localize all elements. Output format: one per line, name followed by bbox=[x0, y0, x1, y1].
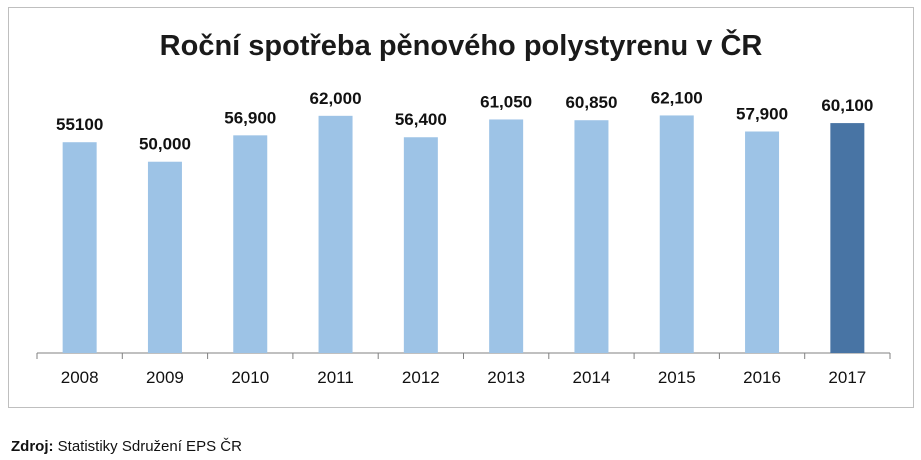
data-label-2011: 62,000 bbox=[310, 89, 362, 108]
bar-chart: 55100 2008 50,000 2009 56,900 2010 62,000 2011 5… bbox=[36, 88, 891, 387]
data-label-2014: 60,850 bbox=[565, 93, 617, 112]
bar-2016 bbox=[745, 131, 780, 353]
chart-title: Roční spotřeba pěnového polystyrenu v ČR bbox=[159, 30, 763, 62]
bar-2012 bbox=[403, 137, 438, 353]
x-tick-label-2014: 2014 bbox=[573, 368, 611, 387]
data-label-2009: 50,000 bbox=[139, 135, 191, 154]
bar-2013 bbox=[489, 119, 524, 353]
x-tick-label-2016: 2016 bbox=[743, 368, 781, 387]
x-tick-label-2010: 2010 bbox=[231, 368, 269, 387]
bar-2011 bbox=[318, 115, 353, 353]
x-tick-label-2008: 2008 bbox=[61, 368, 99, 387]
data-label-2016: 57,900 bbox=[736, 105, 788, 124]
data-label-2010: 56,900 bbox=[224, 108, 276, 127]
bar-2009 bbox=[147, 161, 182, 353]
data-label-2017: 60,100 bbox=[821, 96, 873, 115]
x-tick-label-2015: 2015 bbox=[658, 368, 696, 387]
x-tick-label-2009: 2009 bbox=[146, 368, 184, 387]
source-text: Statistiky Sdružení EPS ČR bbox=[57, 438, 242, 455]
source-note: Zdroj: Statistiky Sdružení EPS ČR bbox=[11, 438, 242, 455]
bar-2010 bbox=[233, 135, 268, 353]
data-label-2015: 62,100 bbox=[651, 88, 703, 107]
x-tick-label-2017: 2017 bbox=[828, 368, 866, 387]
source-label: Zdroj: bbox=[11, 438, 54, 455]
chart-frame: Roční spotřeba pěnového polystyrenu v ČR bbox=[8, 7, 914, 408]
x-tick-label-2012: 2012 bbox=[402, 368, 440, 387]
data-label-2013: 61,050 bbox=[480, 92, 532, 111]
bar-2015 bbox=[659, 115, 694, 353]
bar-2014 bbox=[574, 120, 609, 353]
bar-2017 bbox=[830, 123, 865, 353]
data-label-2008: 55100 bbox=[56, 115, 103, 134]
x-tick-label-2013: 2013 bbox=[487, 368, 525, 387]
bar-2008 bbox=[62, 142, 97, 353]
data-label-2012: 56,400 bbox=[395, 110, 447, 129]
x-tick-label-2011: 2011 bbox=[317, 368, 354, 387]
